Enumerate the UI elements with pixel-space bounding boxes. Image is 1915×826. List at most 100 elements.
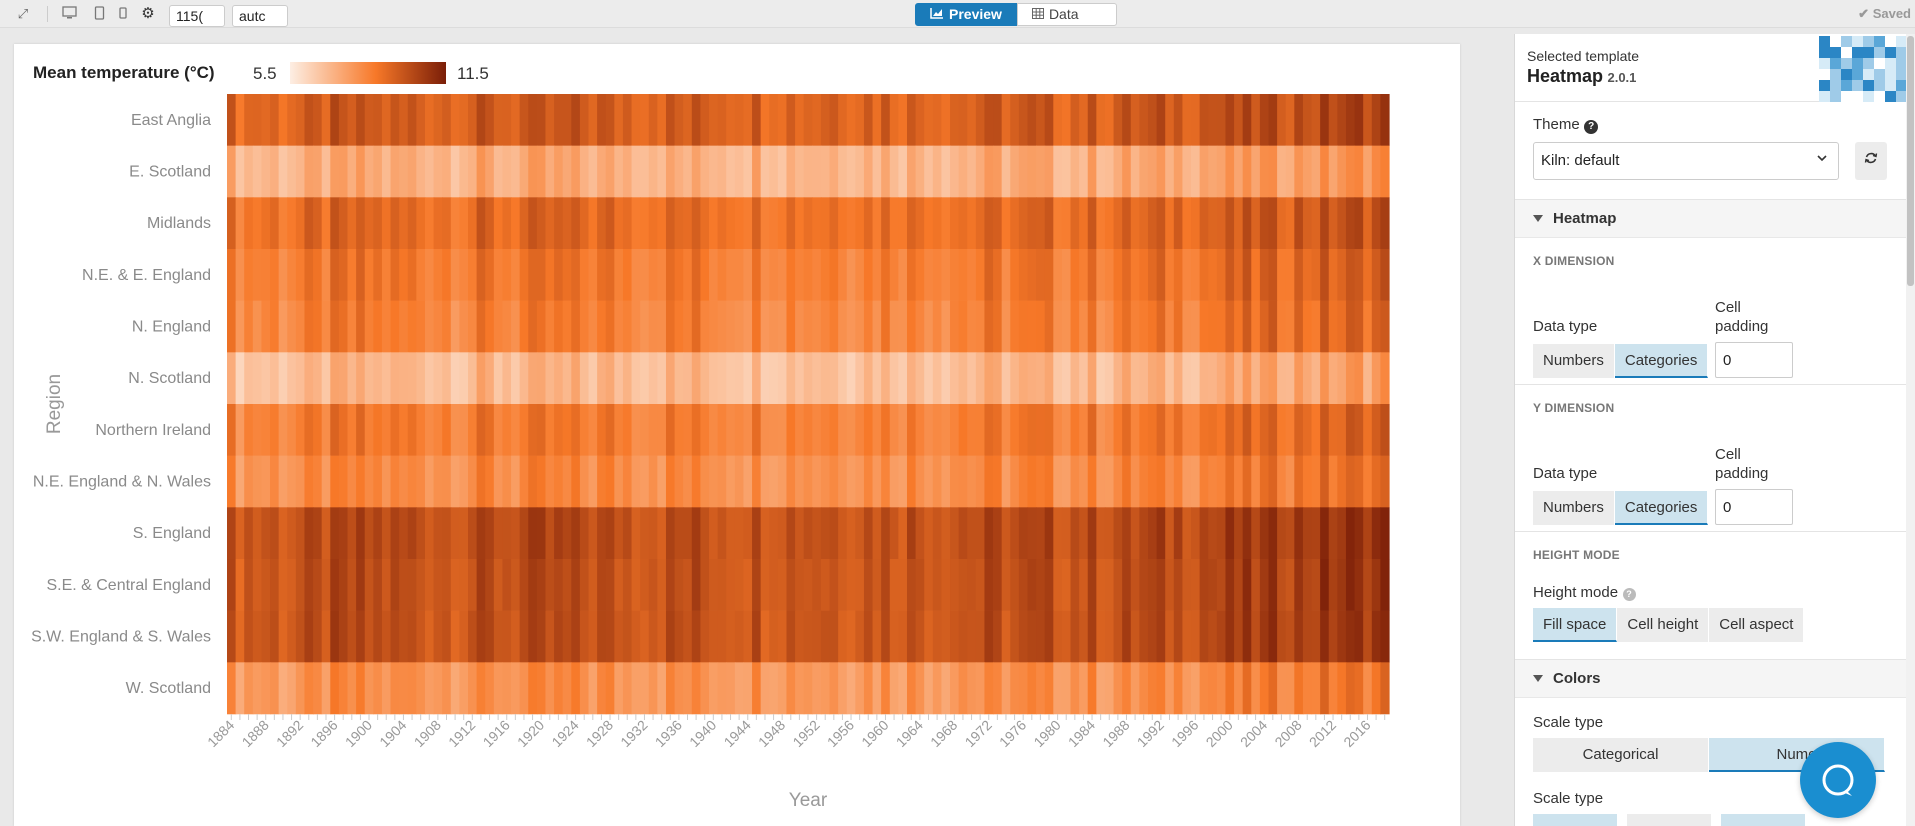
heatmap-cell[interactable] bbox=[235, 197, 245, 250]
heatmap-cell[interactable] bbox=[717, 610, 727, 663]
heatmap-cell[interactable] bbox=[1139, 197, 1149, 250]
heatmap-cell[interactable] bbox=[1302, 352, 1313, 405]
heatmap-cell[interactable] bbox=[803, 197, 813, 250]
heatmap-cell[interactable] bbox=[1380, 249, 1390, 301]
heatmap-cell[interactable] bbox=[338, 352, 349, 405]
heatmap-cell[interactable] bbox=[270, 662, 280, 715]
heatmap-cell[interactable] bbox=[476, 507, 486, 560]
heatmap-cell[interactable] bbox=[743, 507, 753, 560]
heatmap-cell[interactable] bbox=[648, 404, 658, 456]
heatmap-cell[interactable] bbox=[1156, 300, 1166, 353]
heatmap-cell[interactable] bbox=[1018, 404, 1029, 456]
heatmap-cell[interactable] bbox=[485, 94, 495, 146]
heatmap-cell[interactable] bbox=[1337, 610, 1347, 663]
heatmap-cell[interactable] bbox=[502, 300, 512, 353]
heatmap-cell[interactable] bbox=[1182, 455, 1192, 508]
heatmap-cell[interactable] bbox=[364, 300, 374, 353]
heatmap-cell[interactable] bbox=[364, 507, 374, 560]
tablet-icon[interactable] bbox=[91, 6, 107, 22]
heatmap-cell[interactable] bbox=[829, 300, 839, 353]
heatmap-cell[interactable] bbox=[476, 145, 486, 198]
heatmap-cell[interactable] bbox=[1216, 610, 1227, 663]
heatmap-cell[interactable] bbox=[915, 300, 925, 353]
scale-option[interactable] bbox=[1533, 814, 1617, 826]
heatmap-cell[interactable] bbox=[1277, 455, 1287, 508]
heatmap-cell[interactable] bbox=[1087, 94, 1097, 146]
heatmap-cell[interactable] bbox=[399, 507, 409, 560]
heatmap-cell[interactable] bbox=[820, 94, 831, 146]
heatmap-cell[interactable] bbox=[261, 404, 271, 456]
heatmap-cell[interactable] bbox=[485, 507, 495, 560]
heatmap-cell[interactable] bbox=[304, 197, 314, 250]
heatmap-cell[interactable] bbox=[244, 145, 254, 198]
heatmap-cell[interactable] bbox=[1294, 662, 1304, 715]
heatmap-cell[interactable] bbox=[984, 404, 994, 456]
heatmap-cell[interactable] bbox=[795, 249, 805, 301]
heatmap-cell[interactable] bbox=[1191, 404, 1201, 456]
heatmap-cell[interactable] bbox=[1096, 507, 1106, 560]
heatmap-cell[interactable] bbox=[1001, 94, 1011, 146]
heatmap-cell[interactable] bbox=[1251, 197, 1261, 250]
heatmap-cell[interactable] bbox=[795, 559, 805, 611]
heatmap-cell[interactable] bbox=[941, 300, 951, 353]
heatmap-cell[interactable] bbox=[519, 300, 529, 353]
heatmap-cell[interactable] bbox=[1320, 610, 1330, 663]
heatmap-cell[interactable] bbox=[1242, 197, 1252, 250]
heatmap-cell[interactable] bbox=[674, 300, 684, 353]
heatmap-cell[interactable] bbox=[1147, 507, 1158, 560]
heatmap-cell[interactable] bbox=[898, 94, 908, 146]
heatmap-cell[interactable] bbox=[829, 455, 839, 508]
heatmap-cell[interactable] bbox=[1139, 404, 1149, 456]
heatmap-cell[interactable] bbox=[915, 507, 925, 560]
heatmap-cell[interactable] bbox=[476, 662, 486, 715]
heatmap-cell[interactable] bbox=[1242, 559, 1252, 611]
heatmap-cell[interactable] bbox=[1079, 507, 1089, 560]
heatmap-cell[interactable] bbox=[1268, 610, 1278, 663]
heatmap-cell[interactable] bbox=[493, 455, 504, 508]
heatmap-cell[interactable] bbox=[588, 94, 598, 146]
heatmap-cell[interactable] bbox=[1294, 197, 1304, 250]
heatmap-cell[interactable] bbox=[235, 145, 245, 198]
heatmap-cell[interactable] bbox=[304, 507, 314, 560]
heatmap-cell[interactable] bbox=[338, 662, 349, 715]
heatmap-cell[interactable] bbox=[597, 404, 607, 456]
heatmap-cell[interactable] bbox=[683, 300, 693, 353]
heatmap-cell[interactable] bbox=[924, 507, 934, 560]
heatmap-cell[interactable] bbox=[1165, 145, 1175, 198]
heatmap-cell[interactable] bbox=[459, 145, 469, 198]
heatmap-cell[interactable] bbox=[760, 300, 770, 353]
heatmap-cell[interactable] bbox=[1242, 610, 1252, 663]
heatmap-cell[interactable] bbox=[674, 455, 684, 508]
heatmap-cell[interactable] bbox=[1234, 662, 1244, 715]
heatmap-cell[interactable] bbox=[898, 662, 908, 715]
heatmap-cell[interactable] bbox=[433, 352, 443, 405]
heatmap-cell[interactable] bbox=[605, 662, 615, 715]
heatmap-cell[interactable] bbox=[795, 455, 805, 508]
heatmap-cell[interactable] bbox=[1380, 404, 1390, 456]
heatmap-cell[interactable] bbox=[941, 352, 951, 405]
heatmap-cell[interactable] bbox=[1182, 249, 1192, 301]
heatmap-cell[interactable] bbox=[1302, 559, 1313, 611]
heatmap-cell[interactable] bbox=[906, 145, 917, 198]
heatmap-cell[interactable] bbox=[605, 559, 615, 611]
heatmap-cell[interactable] bbox=[1225, 507, 1235, 560]
heatmap-cell[interactable] bbox=[975, 249, 986, 301]
y-numbers-button[interactable]: Numbers bbox=[1533, 491, 1615, 525]
heatmap-cell[interactable] bbox=[786, 610, 796, 663]
heatmap-cell[interactable] bbox=[846, 145, 856, 198]
heatmap-cell[interactable] bbox=[614, 249, 624, 301]
heatmap-cell[interactable] bbox=[829, 94, 839, 146]
heatmap-cell[interactable] bbox=[889, 610, 899, 663]
heatmap-cell[interactable] bbox=[1027, 249, 1037, 301]
heatmap-cell[interactable] bbox=[743, 404, 753, 456]
heatmap-cell[interactable] bbox=[605, 404, 615, 456]
heatmap-cell[interactable] bbox=[244, 507, 254, 560]
heatmap-cell[interactable] bbox=[295, 94, 306, 146]
heatmap-cell[interactable] bbox=[313, 300, 323, 353]
heatmap-cell[interactable] bbox=[1079, 662, 1089, 715]
heatmap-cell[interactable] bbox=[932, 507, 943, 560]
heatmap-cell[interactable] bbox=[1027, 455, 1037, 508]
heatmap-cell[interactable] bbox=[338, 94, 349, 146]
heatmap-cell[interactable] bbox=[984, 94, 994, 146]
heatmap-cell[interactable] bbox=[622, 145, 633, 198]
